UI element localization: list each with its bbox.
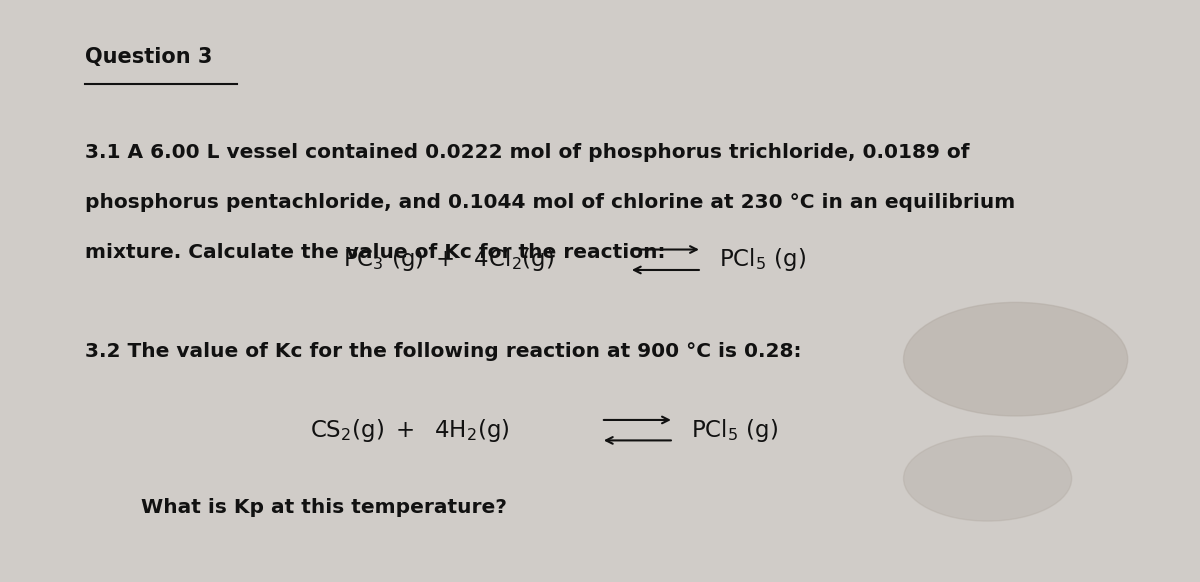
Text: 3.2 The value of Kc for the following reaction at 900 °C is 0.28:: 3.2 The value of Kc for the following re… [85,342,802,361]
Text: mixture. Calculate the value of Kc for the reaction:: mixture. Calculate the value of Kc for t… [85,243,666,262]
Circle shape [904,436,1072,521]
Text: What is Kp at this temperature?: What is Kp at this temperature? [142,498,508,517]
Circle shape [904,303,1128,416]
Text: $\mathrm{CS_2(g)\ +\ \ 4H_2(g)}$: $\mathrm{CS_2(g)\ +\ \ 4H_2(g)}$ [310,417,509,443]
Text: $\mathrm{PC_3\ (g)\ +\ \ 4Cl_2(g)}$: $\mathrm{PC_3\ (g)\ +\ \ 4Cl_2(g)}$ [343,246,554,274]
Text: Question 3: Question 3 [85,47,212,67]
Text: phosphorus pentachloride, and 0.1044 mol of chlorine at 230 °C in an equilibrium: phosphorus pentachloride, and 0.1044 mol… [85,193,1015,212]
Text: 3.1 A 6.00 L vessel contained 0.0222 mol of phosphorus trichloride, 0.0189 of: 3.1 A 6.00 L vessel contained 0.0222 mol… [85,143,970,162]
Text: $\mathrm{PCl_5\ (g)}$: $\mathrm{PCl_5\ (g)}$ [691,417,778,443]
Text: $\mathrm{PCl_5\ (g)}$: $\mathrm{PCl_5\ (g)}$ [719,246,805,274]
